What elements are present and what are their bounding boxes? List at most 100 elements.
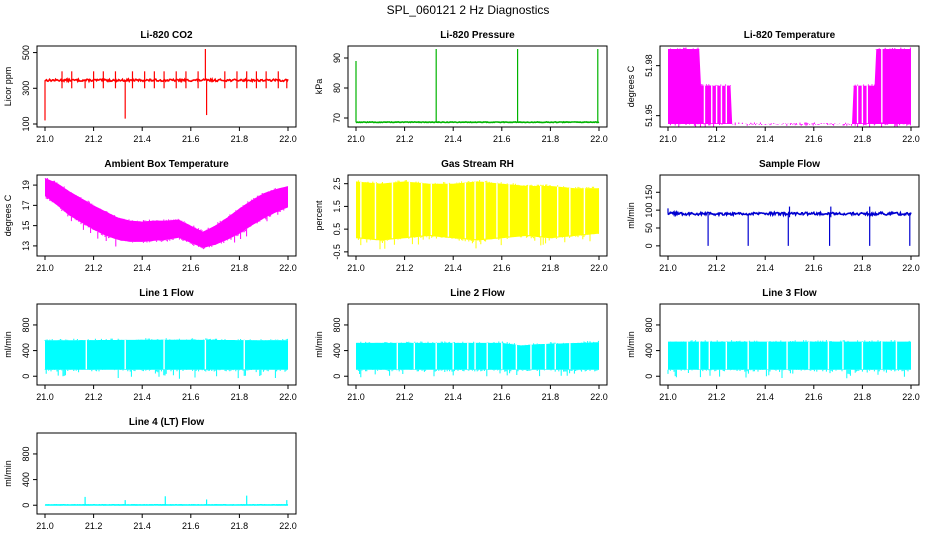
band-noise	[44, 178, 285, 250]
x-tick-label: 21.8	[231, 134, 249, 144]
y-tick-label: 500	[21, 45, 31, 60]
x-tick-label: 22.0	[902, 134, 920, 144]
data-band	[668, 49, 911, 124]
panel-title: Gas Stream RH	[441, 159, 514, 170]
y-tick-label: 100	[21, 116, 31, 131]
y-tick-label: 400	[21, 343, 31, 358]
x-tick-label: 21.4	[444, 134, 462, 144]
data-marks	[667, 206, 912, 246]
y-tick-label: 800	[332, 317, 342, 332]
y-axis-label: ml/min	[3, 460, 13, 487]
y-tick-label: 400	[644, 343, 654, 358]
x-tick-label: 21.4	[133, 134, 151, 144]
panel-title: Li-820 Pressure	[440, 30, 515, 41]
x-tick-label: 21.4	[133, 392, 151, 402]
panel-1: Li-820 CO2 Licor ppm 21.0 21.2 21.4 21.6 21.8 2…	[3, 30, 297, 144]
x-tick-label: 21.4	[133, 521, 151, 531]
data-band	[668, 341, 911, 370]
y-tick-label: 70	[332, 113, 342, 123]
y-tick-label: 13	[21, 241, 31, 251]
x-tick-label: 21.6	[493, 134, 511, 144]
x-tick-label: 21.2	[708, 134, 726, 144]
y-tick-label: 0	[644, 374, 654, 379]
data-band	[45, 339, 288, 370]
data-band	[356, 181, 599, 241]
x-tick-label: 21.0	[659, 392, 677, 402]
panel-9: Line 3 Flow ml/min 21.0 21.2 21.4 21.6 21.8 22.…	[626, 288, 920, 402]
x-tick-label: 21.2	[708, 263, 726, 273]
y-tick-label: 800	[644, 317, 654, 332]
y-tick-label: 51.98	[644, 54, 654, 77]
x-tick-label: 21.0	[659, 263, 677, 273]
plot-frame	[347, 303, 608, 386]
plot-frame	[36, 432, 297, 515]
data-trace	[355, 120, 600, 124]
x-tick-label: 22.0	[279, 263, 297, 273]
data-marks	[356, 340, 599, 378]
x-tick-label: 21.2	[85, 263, 103, 273]
panel-title: Sample Flow	[759, 159, 820, 170]
x-tick-label: 21.0	[36, 263, 54, 273]
panel-title: Line 2 Flow	[450, 288, 505, 299]
x-tick-label: 21.8	[854, 134, 872, 144]
y-axis-label: ml/min	[314, 331, 324, 358]
x-tick-label: 21.4	[756, 134, 774, 144]
x-tick-label: 21.4	[133, 263, 151, 273]
x-tick-label: 22.0	[902, 392, 920, 402]
y-tick-label: 800	[21, 446, 31, 461]
data-band	[356, 342, 599, 370]
x-tick-label: 21.8	[542, 392, 560, 402]
panel-title: Line 4 (LT) Flow	[129, 417, 205, 428]
x-tick-label: 21.2	[85, 521, 103, 531]
x-tick-label: 21.2	[708, 392, 726, 402]
panel-5: Gas Stream RH percent 21.0 21.2 21.4 21.6 21.8…	[314, 159, 608, 273]
y-tick-label: 90	[332, 53, 342, 63]
panel-6: Sample Flow ml/min 21.0 21.2 21.4 21.6 21.8 22.…	[626, 159, 920, 273]
y-tick-label: 2.5	[332, 177, 342, 190]
data-marks	[44, 338, 288, 379]
data-marks	[355, 49, 600, 124]
panel-7: Line 1 Flow ml/min 21.0 21.2 21.4 21.6 21.8 22.…	[3, 288, 297, 402]
x-tick-label: 21.0	[36, 134, 54, 144]
x-tick-label: 21.6	[493, 263, 511, 273]
y-tick-label: 50	[644, 223, 654, 233]
y-tick-label: -0.5	[332, 244, 342, 260]
y-tick-label: 51.95	[644, 104, 654, 127]
panel-8: Line 2 Flow ml/min 21.0 21.2 21.4 21.6 21.8 22.…	[314, 288, 608, 402]
x-tick-label: 21.6	[805, 134, 823, 144]
x-tick-label: 21.8	[854, 263, 872, 273]
panel-10: Line 4 (LT) Flow ml/min 21.0 21.2 21.4 21.6 21…	[3, 417, 297, 531]
panel-title: Li-820 Temperature	[744, 30, 836, 41]
x-tick-label: 21.8	[542, 263, 560, 273]
x-tick-label: 21.8	[542, 134, 560, 144]
plot-frame	[36, 303, 297, 386]
y-axis-label: Licor ppm	[3, 67, 13, 107]
y-axis-label: kPa	[314, 79, 324, 95]
data-marks	[44, 178, 288, 250]
x-tick-label: 21.6	[805, 263, 823, 273]
x-tick-label: 21.8	[231, 521, 249, 531]
y-tick-label: 80	[332, 83, 342, 93]
panel-title: Li-820 CO2	[140, 30, 193, 41]
panel-title: Line 3 Flow	[762, 288, 817, 299]
x-tick-label: 21.8	[231, 263, 249, 273]
y-tick-label: 0	[21, 503, 31, 508]
x-tick-label: 21.4	[444, 392, 462, 402]
panel-title: Line 1 Flow	[139, 288, 194, 299]
x-tick-label: 21.4	[444, 263, 462, 273]
x-tick-label: 21.0	[36, 521, 54, 531]
plot-frame	[347, 174, 608, 257]
y-axis-label: degrees C	[3, 194, 13, 236]
y-axis-label: degrees C	[626, 65, 636, 107]
x-tick-label: 21.2	[396, 392, 414, 402]
x-tick-label: 21.6	[805, 392, 823, 402]
data-band	[45, 178, 288, 248]
plot-frame	[659, 45, 920, 128]
band-noise	[356, 340, 599, 378]
x-tick-label: 22.0	[590, 263, 608, 273]
y-tick-label: 400	[21, 472, 31, 487]
y-tick-label: 400	[332, 343, 342, 358]
panel-grid: Li-820 CO2 Licor ppm 21.0 21.2 21.4 21.6 21.8 2…	[3, 30, 920, 531]
data-marks	[356, 180, 599, 250]
